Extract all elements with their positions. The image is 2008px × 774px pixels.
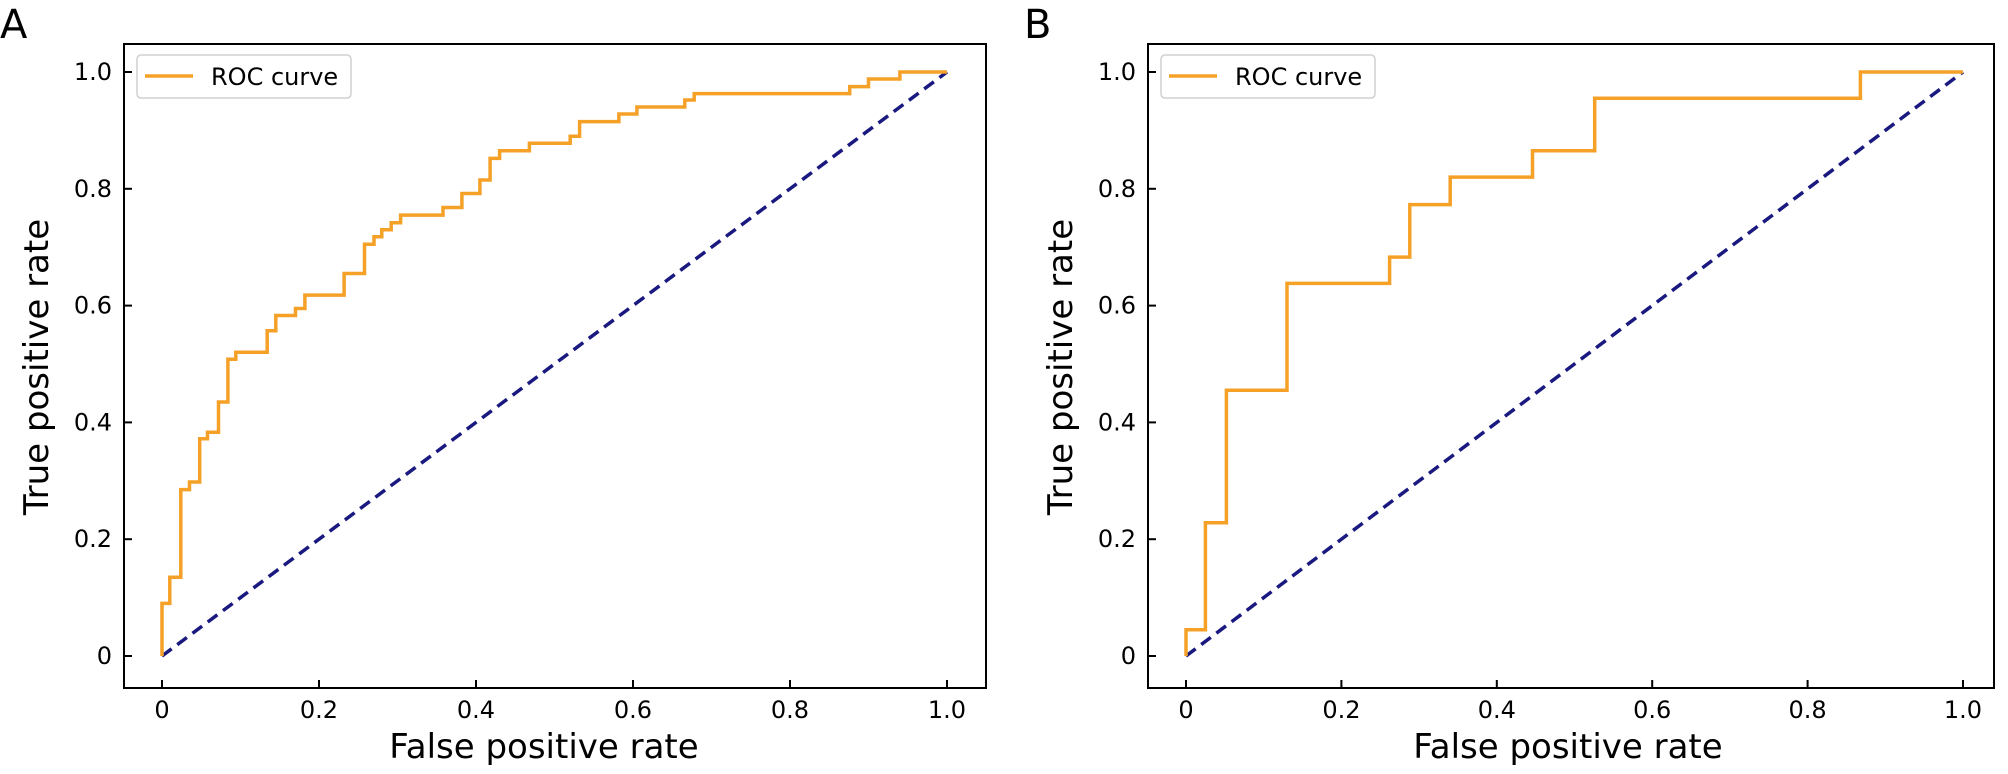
panel-a-y-tick-label-0: 0: [97, 642, 112, 670]
panel-a-x-axis-label: False positive rate: [389, 727, 698, 767]
panel-a-legend-box: [136, 54, 352, 99]
panel-a-x-tick-label-0: 0: [154, 696, 169, 724]
panel-a-x-tick-label-4: 0.8: [771, 696, 809, 724]
panel-b: B 0 0.2 0.4 0.6 0.8 1.0 0 0.2 0.4 0.6 0.8 1.0 ROC c…: [1024, 2, 1995, 767]
panel-a-y-tick-label-1: 0.2: [74, 525, 112, 553]
panel-b-y-tick-label-2: 0.4: [1098, 408, 1136, 436]
panel-b-y-tick-label-3: 0.6: [1098, 292, 1136, 320]
panel-a-y-tick-label-5: 1.0: [74, 58, 112, 86]
panel-b-roc-curve: [1184, 70, 1963, 656]
panel-b-y-tick-label-1: 0.2: [1098, 525, 1136, 553]
panel-b-legend: ROC curve: [1160, 54, 1376, 99]
panel-a-x-tick-label-3: 0.6: [614, 696, 652, 724]
panel-a-legend-label: ROC curve: [211, 63, 338, 91]
panel-b-x-tick-label-3: 0.6: [1633, 696, 1671, 724]
panel-b-y-axis-label: True positive rate: [1041, 219, 1081, 516]
panel-b-x-tick-label-4: 0.8: [1789, 696, 1827, 724]
panel-b-x-tick-label-5: 1.0: [1944, 696, 1982, 724]
panel-b-legend-box: [1160, 54, 1376, 99]
panel-a-letter: A: [0, 2, 28, 48]
panel-a-y-tick-label-2: 0.4: [74, 408, 112, 436]
panel-a-roc-curve: [160, 70, 947, 656]
panel-a-y-tick-label-3: 0.6: [74, 292, 112, 320]
panel-b-y-tick-label-4: 0.8: [1098, 175, 1136, 203]
panel-a-legend: ROC curve: [136, 54, 352, 99]
panel-a-ticks: 0 0.2 0.4 0.6 0.8 1.0 0 0.2 0.4 0.6 0.8 1.0: [74, 58, 966, 724]
panel-b-x-axis-label: False positive rate: [1413, 727, 1722, 767]
panel-b-letter: B: [1024, 2, 1051, 48]
panel-a-y-axis-label: True positive rate: [17, 219, 57, 516]
panel-b-y-tick-label-0: 0: [1121, 642, 1136, 670]
panel-a: A 0 0.2 0.4 0.6 0.8 1.0 0 0.2 0.4 0.6 0.8 1.0 ROC c…: [0, 2, 987, 767]
panel-b-plot-frame: [1147, 43, 1995, 689]
panel-a-y-tick-label-4: 0.8: [74, 175, 112, 203]
panel-b-ticks: 0 0.2 0.4 0.6 0.8 1.0 0 0.2 0.4 0.6 0.8 1.0: [1098, 58, 1982, 724]
panel-a-plot-frame: [123, 43, 987, 689]
panel-b-chance-line: [1184, 70, 1965, 658]
panel-a-x-tick-label-5: 1.0: [928, 696, 966, 724]
panel-b-x-tick-label-1: 0.2: [1322, 696, 1360, 724]
panel-b-x-tick-label-0: 0: [1178, 696, 1193, 724]
panel-b-legend-label: ROC curve: [1235, 63, 1362, 91]
panel-a-chance-line: [160, 70, 949, 658]
panel-a-x-tick-label-1: 0.2: [300, 696, 338, 724]
panel-b-y-tick-label-5: 1.0: [1098, 58, 1136, 86]
panel-a-x-tick-label-2: 0.4: [457, 696, 495, 724]
panel-b-x-tick-label-2: 0.4: [1478, 696, 1516, 724]
